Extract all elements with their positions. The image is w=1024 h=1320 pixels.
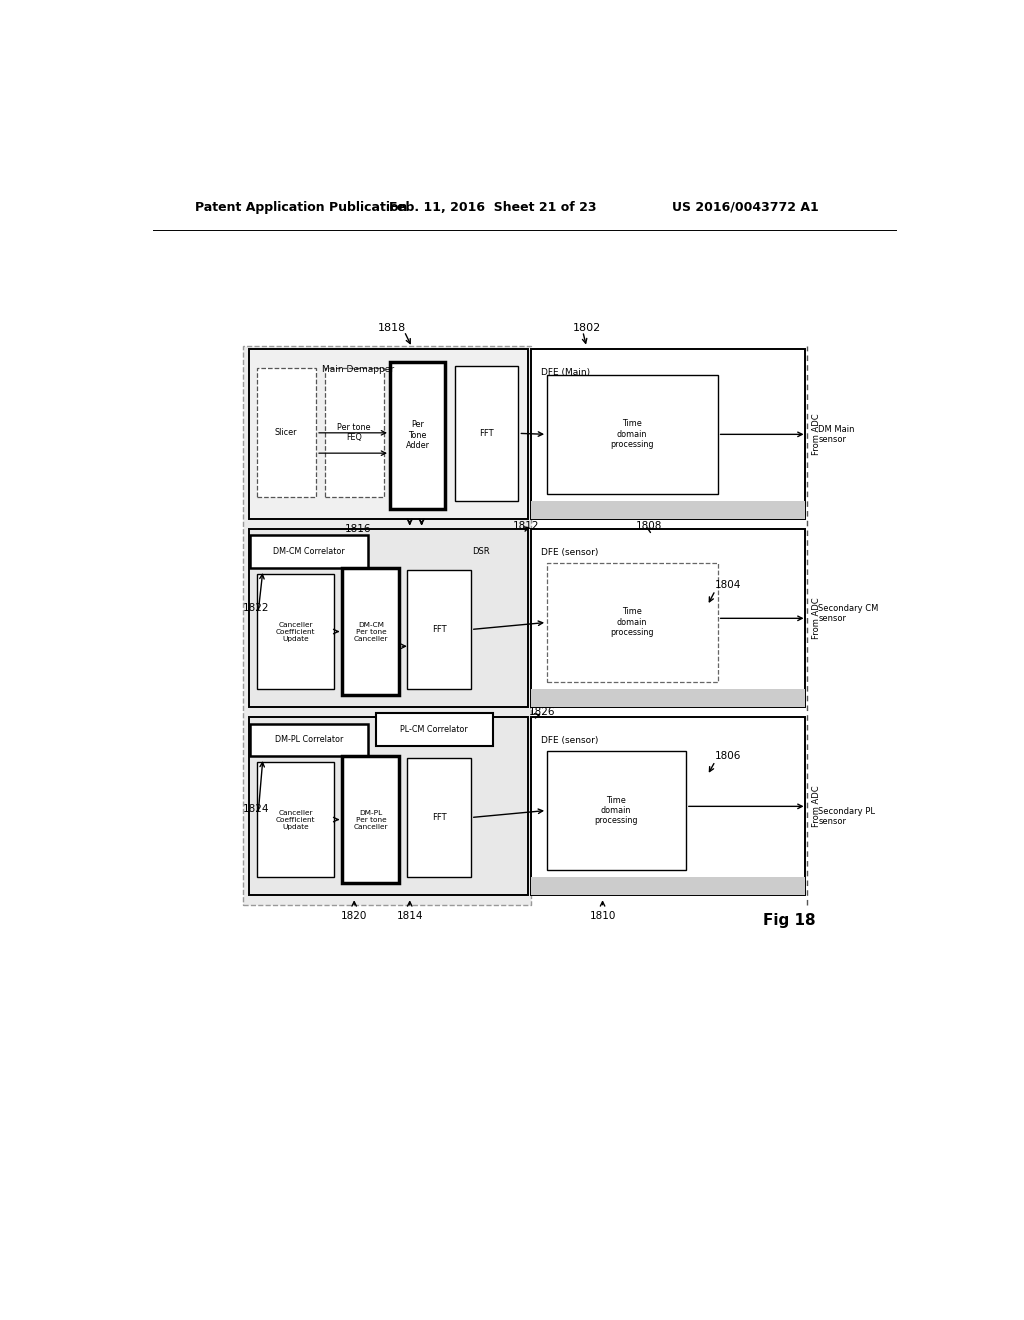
Text: DSR: DSR bbox=[472, 548, 489, 556]
Bar bbox=[257, 762, 334, 876]
Text: Per
Tone
Adder: Per Tone Adder bbox=[406, 421, 430, 450]
Text: Patent Application Publication: Patent Application Publication bbox=[196, 201, 408, 214]
Bar bbox=[547, 375, 718, 494]
Bar bbox=[249, 718, 528, 895]
Text: Time
domain
processing: Time domain processing bbox=[610, 420, 653, 449]
Text: DM-CM Correlator: DM-CM Correlator bbox=[273, 548, 345, 556]
Text: Fig 18: Fig 18 bbox=[763, 913, 815, 928]
Bar bbox=[531, 500, 805, 519]
Text: FFT: FFT bbox=[432, 813, 446, 822]
Text: US 2016/0043772 A1: US 2016/0043772 A1 bbox=[672, 201, 818, 214]
Text: DFE (sensor): DFE (sensor) bbox=[541, 735, 598, 744]
Bar bbox=[531, 876, 805, 895]
Bar bbox=[250, 723, 368, 756]
Bar bbox=[547, 562, 718, 682]
Bar bbox=[547, 751, 686, 870]
Text: 1824: 1824 bbox=[243, 804, 269, 814]
Text: 1808: 1808 bbox=[636, 521, 663, 532]
Bar bbox=[250, 536, 368, 568]
Text: Per tone
FEQ: Per tone FEQ bbox=[338, 422, 371, 442]
Text: Main Demapper: Main Demapper bbox=[323, 364, 394, 374]
Text: 1812: 1812 bbox=[513, 521, 540, 532]
Bar bbox=[531, 350, 805, 519]
Text: 1820: 1820 bbox=[341, 911, 368, 920]
Bar bbox=[455, 366, 518, 500]
Text: DM-PL
Per tone
Canceller: DM-PL Per tone Canceller bbox=[353, 809, 388, 829]
Text: 1810: 1810 bbox=[590, 911, 615, 920]
Text: Canceller
Coefficient
Update: Canceller Coefficient Update bbox=[275, 809, 315, 829]
Text: 1816: 1816 bbox=[345, 524, 372, 535]
Text: Feb. 11, 2016  Sheet 21 of 23: Feb. 11, 2016 Sheet 21 of 23 bbox=[389, 201, 597, 214]
Text: Time
domain
processing: Time domain processing bbox=[594, 796, 638, 825]
Text: 1822: 1822 bbox=[243, 603, 269, 612]
Bar bbox=[325, 368, 384, 496]
Text: Secondary PL
sensor: Secondary PL sensor bbox=[818, 807, 876, 826]
Text: FFT: FFT bbox=[432, 624, 446, 634]
Text: From ADC: From ADC bbox=[812, 413, 821, 455]
Text: From ADC: From ADC bbox=[812, 598, 821, 639]
Text: DM-CM
Per tone
Canceller: DM-CM Per tone Canceller bbox=[353, 622, 388, 642]
Text: Slicer: Slicer bbox=[274, 428, 297, 437]
Text: Secondary CM
sensor: Secondary CM sensor bbox=[818, 603, 879, 623]
Bar bbox=[249, 529, 528, 708]
Bar bbox=[257, 368, 316, 496]
Text: 1802: 1802 bbox=[572, 323, 601, 333]
Bar bbox=[531, 529, 805, 708]
Text: DFE (sensor): DFE (sensor) bbox=[541, 548, 598, 557]
Text: Canceller
Coefficient
Update: Canceller Coefficient Update bbox=[275, 622, 315, 642]
Text: DM-PL Correlator: DM-PL Correlator bbox=[274, 735, 343, 744]
Text: DM Main
sensor: DM Main sensor bbox=[818, 425, 855, 444]
Text: From ADC: From ADC bbox=[812, 785, 821, 828]
Bar bbox=[257, 574, 334, 689]
Text: 1804: 1804 bbox=[715, 581, 741, 590]
Bar bbox=[243, 346, 531, 906]
Text: FFT: FFT bbox=[479, 429, 494, 438]
Bar bbox=[408, 570, 471, 689]
Bar bbox=[376, 713, 494, 746]
Bar bbox=[390, 362, 445, 510]
Bar bbox=[531, 689, 805, 708]
Text: 1814: 1814 bbox=[396, 911, 423, 920]
Text: 1806: 1806 bbox=[715, 751, 741, 762]
Bar bbox=[342, 568, 399, 696]
Bar bbox=[249, 350, 528, 519]
Text: 1818: 1818 bbox=[378, 323, 406, 333]
Text: PL-CM Correlator: PL-CM Correlator bbox=[400, 725, 468, 734]
Text: DFE (Main): DFE (Main) bbox=[541, 368, 590, 376]
Text: Time
domain
processing: Time domain processing bbox=[610, 607, 653, 638]
Text: 1826: 1826 bbox=[528, 708, 555, 717]
Bar bbox=[408, 758, 471, 876]
Bar bbox=[531, 718, 805, 895]
Bar bbox=[342, 756, 399, 883]
